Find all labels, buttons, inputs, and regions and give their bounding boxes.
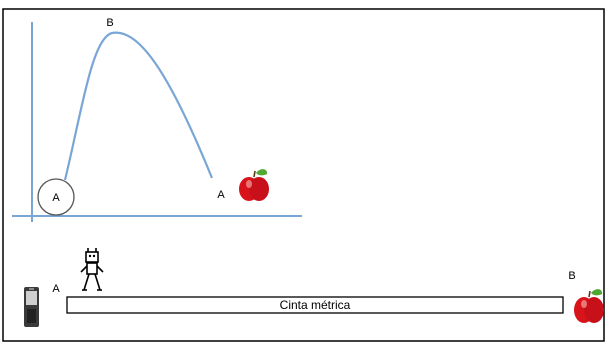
ruler-left-label: A <box>52 283 60 295</box>
measuring-tape <box>66 296 564 314</box>
end-point-label: A <box>217 189 225 201</box>
robot-figure-icon <box>80 248 104 291</box>
start-point-label: A <box>52 192 60 204</box>
target-apple-icon <box>574 289 604 323</box>
outer-frame <box>2 8 605 342</box>
phone-icon <box>24 287 39 327</box>
peak-label: B <box>106 17 113 29</box>
measuring-tape-label: Cinta métrica <box>280 298 351 312</box>
start-point-circle <box>37 178 75 216</box>
apple-icon <box>239 169 269 201</box>
trajectory-curve <box>63 31 214 181</box>
ruler-right-label: B <box>568 270 575 282</box>
